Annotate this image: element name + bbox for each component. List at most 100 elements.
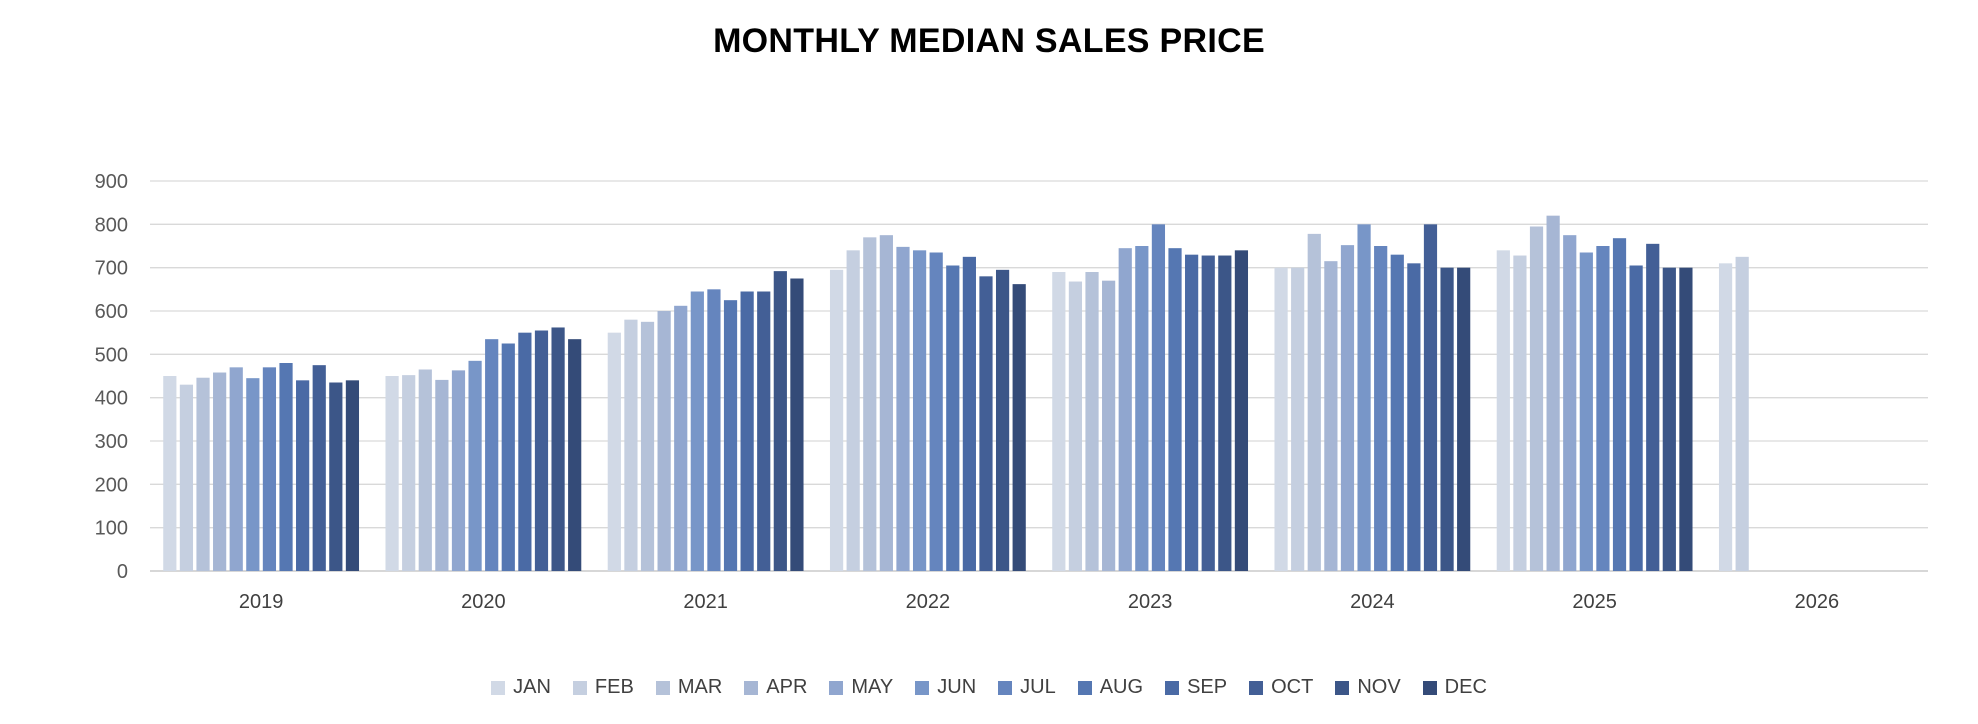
legend-item-oct: OCT bbox=[1249, 676, 1313, 699]
bar-aug-2020 bbox=[501, 343, 515, 571]
bar-apr-2024 bbox=[1324, 261, 1338, 571]
bar-mar-2023 bbox=[1085, 272, 1099, 571]
bar-nov-2025 bbox=[1662, 267, 1676, 571]
y-tick-label: 200 bbox=[95, 474, 128, 496]
y-tick-label: 900 bbox=[95, 171, 128, 193]
bar-mar-2022 bbox=[863, 237, 877, 571]
legend-swatch bbox=[998, 680, 1013, 695]
bar-jan-2020 bbox=[385, 376, 399, 571]
bar-nov-2024 bbox=[1440, 267, 1454, 571]
bar-oct-2019 bbox=[312, 365, 326, 571]
bar-aug-2021 bbox=[723, 300, 738, 571]
legend-item-apr: APR bbox=[744, 676, 807, 699]
bar-dec-2024 bbox=[1457, 267, 1471, 571]
legend-label: FEB bbox=[594, 676, 634, 698]
y-tick-label: 400 bbox=[95, 388, 128, 410]
legend-item-may: MAY bbox=[829, 676, 893, 699]
bar-feb-2021 bbox=[624, 319, 638, 571]
bar-jun-2023 bbox=[1135, 246, 1149, 571]
legend-swatch bbox=[744, 680, 759, 695]
bar-mar-2021 bbox=[640, 321, 655, 571]
legend-swatch bbox=[655, 680, 670, 695]
x-tick-label: 2026 bbox=[1795, 591, 1840, 613]
bar-may-2024 bbox=[1340, 245, 1355, 571]
bar-jan-2025 bbox=[1496, 250, 1510, 571]
bar-apr-2021 bbox=[657, 311, 671, 571]
bar-may-2021 bbox=[674, 305, 688, 571]
legend-swatch bbox=[572, 680, 587, 695]
bar-jul-2022 bbox=[929, 252, 943, 571]
bar-jan-2022 bbox=[829, 269, 844, 571]
bar-dec-2021 bbox=[790, 278, 804, 571]
bar-dec-2023 bbox=[1234, 250, 1249, 571]
y-tick-label: 600 bbox=[95, 301, 128, 323]
legend-label: SEP bbox=[1187, 676, 1228, 698]
bar-sep-2020 bbox=[518, 332, 532, 571]
bar-jul-2023 bbox=[1151, 224, 1166, 571]
bar-apr-2025 bbox=[1546, 215, 1560, 572]
bar-dec-2025 bbox=[1679, 267, 1693, 571]
x-tick-label: 2021 bbox=[683, 591, 728, 613]
bar-jan-2024 bbox=[1274, 267, 1288, 571]
bar-mar-2020 bbox=[418, 369, 432, 571]
legend-item-mar: MAR bbox=[655, 676, 723, 699]
legend-item-jul: JUL bbox=[998, 676, 1056, 699]
bar-jun-2022 bbox=[912, 250, 927, 571]
bar-feb-2026 bbox=[1735, 256, 1749, 571]
legend-item-nov: NOV bbox=[1335, 676, 1401, 699]
chart-legend: JAN FEB MAR APR MAY JUN JUL AUG SEP OCT NOV DEC bbox=[0, 676, 1978, 699]
legend-swatch bbox=[491, 680, 506, 695]
x-tick-label: 2023 bbox=[1128, 591, 1173, 613]
bar-jul-2024 bbox=[1374, 246, 1388, 571]
legend-swatch bbox=[1422, 680, 1437, 695]
bar-oct-2022 bbox=[979, 276, 993, 571]
x-tick-label: 2024 bbox=[1350, 591, 1395, 613]
bar-aug-2019 bbox=[279, 363, 293, 571]
legend-label: MAY bbox=[851, 676, 894, 698]
legend-label: MAR bbox=[677, 676, 723, 698]
bar-sep-2022 bbox=[962, 256, 976, 571]
bar-may-2022 bbox=[896, 246, 910, 571]
legend-label: OCT bbox=[1271, 676, 1314, 698]
bar-jan-2026 bbox=[1718, 263, 1733, 571]
legend-label: JUN bbox=[937, 676, 977, 698]
bar-jul-2019 bbox=[262, 367, 277, 571]
bar-nov-2020 bbox=[551, 327, 565, 571]
bar-jun-2024 bbox=[1357, 224, 1371, 571]
bar-jan-2019 bbox=[163, 376, 177, 571]
bar-sep-2025 bbox=[1629, 265, 1643, 571]
bar-oct-2021 bbox=[757, 291, 771, 571]
x-tick-label: 2025 bbox=[1572, 591, 1617, 613]
bar-sep-2023 bbox=[1185, 254, 1199, 572]
bar-aug-2025 bbox=[1612, 238, 1627, 571]
bar-jan-2021 bbox=[607, 332, 621, 571]
bar-nov-2019 bbox=[329, 382, 343, 571]
y-tick-label: 700 bbox=[95, 258, 128, 280]
bar-feb-2020 bbox=[402, 375, 416, 571]
bar-dec-2022 bbox=[1012, 284, 1026, 571]
bar-oct-2020 bbox=[534, 330, 549, 571]
bar-jul-2025 bbox=[1596, 246, 1610, 571]
bar-jun-2020 bbox=[468, 360, 482, 571]
legend-label: NOV bbox=[1357, 676, 1401, 698]
bar-may-2020 bbox=[451, 370, 466, 571]
bar-jun-2021 bbox=[690, 291, 704, 571]
bar-aug-2022 bbox=[946, 265, 960, 571]
x-tick-label: 2020 bbox=[461, 591, 506, 613]
bar-jan-2023 bbox=[1052, 272, 1066, 571]
legend-swatch bbox=[829, 680, 844, 695]
bar-mar-2025 bbox=[1529, 226, 1544, 571]
chart-title: MONTHLY MEDIAN SALES PRICE bbox=[713, 22, 1265, 60]
bar-apr-2023 bbox=[1102, 280, 1116, 571]
legend-item-jan: JAN bbox=[491, 676, 551, 699]
legend-swatch bbox=[915, 680, 930, 695]
bar-jul-2020 bbox=[485, 339, 499, 571]
bar-apr-2020 bbox=[435, 379, 449, 571]
legend-label: JUL bbox=[1020, 676, 1056, 698]
legend-item-aug: AUG bbox=[1077, 676, 1143, 699]
bar-dec-2020 bbox=[568, 339, 582, 571]
bar-apr-2022 bbox=[879, 235, 893, 572]
bar-oct-2025 bbox=[1646, 243, 1660, 571]
bar-feb-2024 bbox=[1291, 267, 1305, 571]
